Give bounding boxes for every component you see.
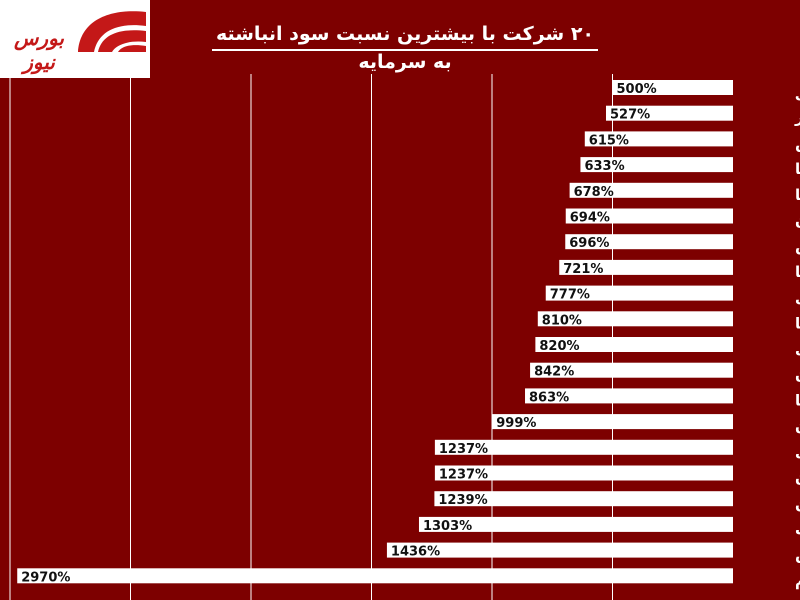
- bar: [17, 568, 734, 584]
- category-label: دقاضی: [795, 289, 800, 307]
- value-label: 678%: [574, 185, 614, 200]
- bar: [580, 157, 733, 173]
- value-label: 633%: [584, 159, 624, 174]
- logo-text: بورس نیوز: [14, 26, 64, 74]
- value-label: 1436%: [391, 545, 440, 560]
- title-underline: [212, 49, 598, 51]
- chart-title: ۲۰ شرکت با بیشترین نسبت سود انباشته به س…: [215, 23, 595, 73]
- bar: [605, 105, 733, 121]
- category-label: فپنتا: [795, 263, 800, 282]
- value-label: 810%: [542, 313, 582, 328]
- value-label: 863%: [529, 390, 569, 405]
- value-label: 615%: [589, 133, 629, 148]
- category-label: مارون: [795, 212, 800, 230]
- category-label: نوری: [795, 443, 800, 461]
- category-label: کبافق: [795, 83, 800, 101]
- bar: [565, 234, 733, 250]
- category-label: شسپا: [795, 391, 800, 410]
- bar: [418, 516, 733, 532]
- logo-mark-icon: [78, 11, 146, 52]
- bar: [584, 131, 733, 147]
- bar: [559, 259, 733, 275]
- value-label: 999%: [496, 416, 536, 431]
- category-label: لخزر: [794, 109, 800, 127]
- category-label: پارس: [795, 134, 800, 153]
- category-label: بمپنا: [795, 314, 800, 333]
- bar: [434, 439, 733, 455]
- bar: [434, 465, 733, 481]
- category-label: شتهران: [795, 417, 800, 435]
- category-label: شفن: [795, 494, 800, 512]
- value-label: 1239%: [438, 493, 487, 508]
- value-label: 842%: [534, 365, 574, 380]
- value-label: 500%: [617, 82, 657, 97]
- bar: [492, 414, 733, 430]
- category-label: قاروم: [795, 571, 800, 589]
- value-label: 527%: [610, 108, 650, 123]
- value-label: 696%: [569, 236, 609, 251]
- bar: [530, 362, 733, 378]
- bar: [565, 208, 733, 224]
- category-label: دشیری: [795, 340, 800, 358]
- bar: [434, 491, 733, 507]
- bar: [535, 337, 733, 352]
- bar: [569, 182, 733, 198]
- bar: [612, 80, 733, 95]
- category-label: غویتا: [795, 186, 800, 204]
- category-label: بایکا: [795, 160, 800, 178]
- category-label: سبهان: [795, 366, 800, 384]
- value-label: 1237%: [439, 468, 488, 483]
- value-label: 777%: [550, 288, 590, 303]
- value-label: 694%: [570, 211, 610, 226]
- value-label: 1237%: [439, 442, 488, 457]
- bar: [537, 311, 733, 327]
- category-label: شخارک: [795, 520, 800, 538]
- logo: بورس نیوز: [0, 0, 150, 78]
- bar: [386, 542, 733, 558]
- value-label: 721%: [563, 262, 603, 277]
- value-label: 820%: [539, 339, 579, 354]
- category-label: شوش: [795, 237, 800, 255]
- value-label: 1303%: [423, 519, 472, 534]
- category-label: زاگرس: [795, 546, 800, 564]
- bar: [545, 285, 733, 301]
- bar: [525, 388, 733, 404]
- category-label: شگامرن: [795, 469, 800, 487]
- value-label: 2970%: [21, 570, 70, 585]
